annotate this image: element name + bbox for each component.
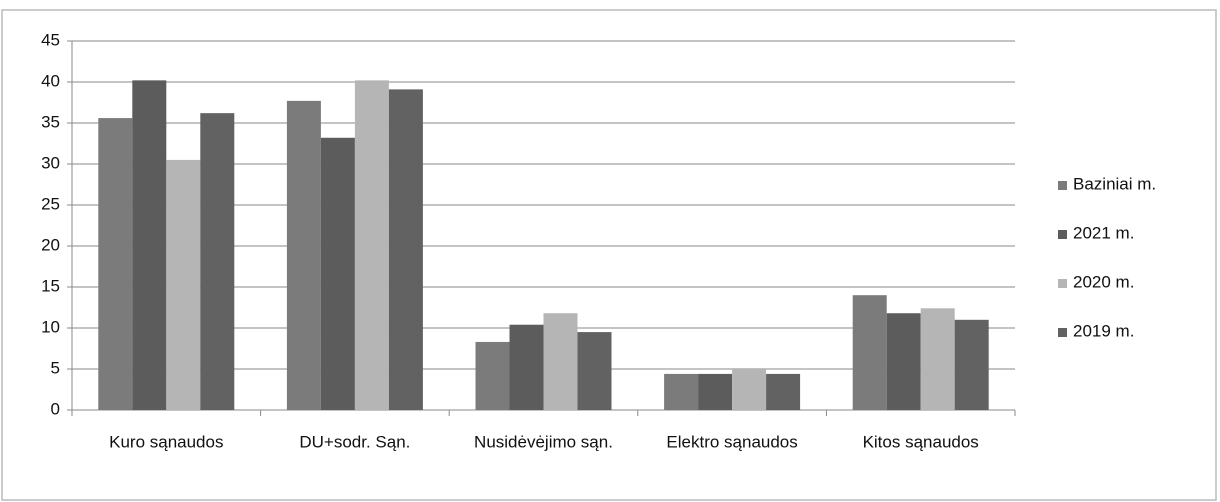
bar bbox=[388, 89, 423, 410]
bar bbox=[98, 118, 133, 410]
legend-label: 2021 m. bbox=[1073, 223, 1134, 242]
bar bbox=[698, 373, 733, 410]
y-tick-label: 30 bbox=[41, 153, 60, 172]
y-tick-label: 45 bbox=[41, 30, 60, 49]
bar bbox=[475, 341, 510, 410]
legend-swatch bbox=[1058, 328, 1067, 337]
bar bbox=[509, 324, 544, 410]
bar bbox=[354, 80, 389, 411]
bar bbox=[132, 80, 167, 411]
bar bbox=[732, 368, 767, 410]
y-tick-label: 20 bbox=[41, 235, 60, 254]
bar bbox=[200, 113, 235, 410]
y-tick-label: 5 bbox=[51, 358, 60, 377]
bar bbox=[543, 313, 578, 410]
bar bbox=[920, 308, 955, 410]
bar bbox=[166, 159, 201, 410]
y-tick-label: 35 bbox=[41, 112, 60, 131]
legend-swatch bbox=[1058, 181, 1067, 190]
y-tick-label: 40 bbox=[41, 71, 60, 90]
bar bbox=[286, 100, 321, 411]
bar bbox=[320, 137, 355, 410]
x-tick-label: Kuro sąnaudos bbox=[109, 432, 223, 451]
x-tick-label: Kitos sąnaudos bbox=[863, 432, 979, 451]
bar bbox=[577, 332, 612, 410]
bar bbox=[664, 373, 699, 410]
legend-label: Baziniai m. bbox=[1073, 174, 1156, 193]
y-tick-label: 0 bbox=[51, 399, 60, 418]
y-tick-label: 25 bbox=[41, 194, 60, 213]
y-tick-label: 15 bbox=[41, 276, 60, 295]
legend-swatch bbox=[1058, 279, 1067, 288]
legend-label: 2019 m. bbox=[1073, 321, 1134, 340]
bar bbox=[852, 295, 887, 410]
x-tick-label: DU+sodr. Sąn. bbox=[299, 432, 410, 451]
bar bbox=[954, 319, 989, 410]
x-tick-label: Elektro sąnaudos bbox=[666, 432, 797, 451]
x-tick-label: Nusidėvėjimo sąn. bbox=[474, 432, 613, 451]
legend-label: 2020 m. bbox=[1073, 272, 1134, 291]
y-tick-label: 10 bbox=[41, 317, 60, 336]
bar bbox=[886, 313, 921, 410]
legend-swatch bbox=[1058, 230, 1067, 239]
bar bbox=[766, 373, 801, 410]
